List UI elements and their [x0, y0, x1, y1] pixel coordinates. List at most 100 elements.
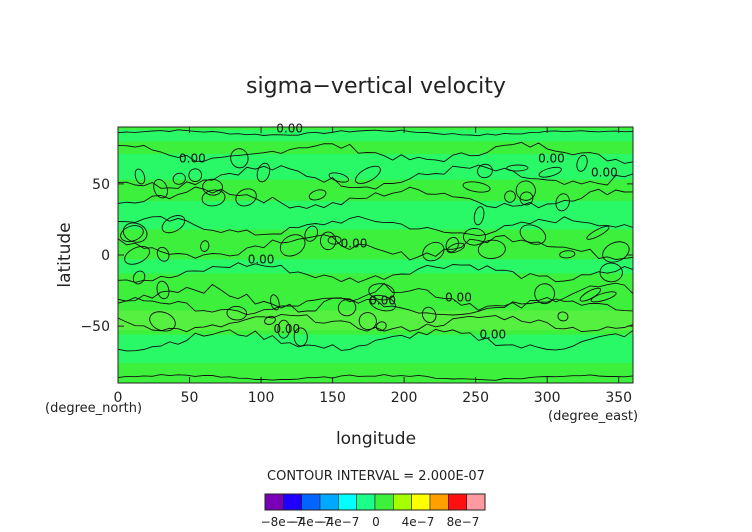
x-tick-label: 350: [605, 390, 632, 406]
contour-cell: [477, 239, 506, 260]
contour-cell: [293, 327, 308, 347]
contour-cell: [519, 191, 534, 206]
colorbar-tick-label: −4e−7: [289, 515, 332, 529]
contour-cell: [337, 299, 357, 317]
contour-line-11: [117, 374, 634, 381]
contour-cell: [355, 165, 381, 184]
contour-cell: [515, 180, 536, 201]
contour-cell: [132, 270, 146, 285]
field-band-0: [118, 154, 633, 180]
contour-cell: [557, 311, 569, 322]
colorbar-frame: [264, 493, 486, 511]
contour-cell: [188, 168, 203, 183]
contour-cell: [153, 179, 168, 199]
x-tick-label: 0: [114, 390, 123, 406]
colorbar-swatch: [374, 493, 394, 511]
contour-cell: [477, 163, 493, 179]
contour-line-8: [117, 297, 634, 316]
field-band-4: [118, 334, 633, 364]
colorbar-swatch: [411, 493, 431, 511]
contour-label: 0.00: [369, 294, 396, 308]
colorbar-tick-label: 0: [372, 515, 380, 529]
x-tick-label: 150: [319, 390, 346, 406]
contour-cell: [422, 241, 445, 262]
colorbar-swatch: [301, 493, 321, 511]
contour-cell: [256, 162, 271, 183]
contour-cell: [230, 148, 249, 169]
contour-cell: [328, 172, 350, 183]
contour-label: 0.00: [591, 166, 618, 180]
contour-line-6: [117, 262, 634, 283]
field-band-2: [118, 259, 633, 274]
plot-area: 0.00 0.00 0.00 0.00 0.00 0.00 0.00 0.00 0.00 0.00: [117, 121, 634, 383]
contour-cell: [462, 181, 491, 193]
contour-cell: [534, 283, 556, 305]
contour-cell: [279, 234, 306, 257]
contour-cell: [172, 172, 186, 185]
x-unit-label: (degree_east): [548, 409, 638, 424]
contour-cell: [304, 225, 319, 242]
colorbar-tick-label: −8e−7: [261, 515, 304, 529]
y-tick-label: 0: [101, 248, 110, 264]
contour-cell: [226, 305, 247, 321]
y-axis-label: latitude: [55, 222, 75, 287]
contour-cell: [201, 189, 226, 207]
colorbar-swatch: [356, 493, 376, 511]
contour-cell: [277, 319, 291, 339]
contour-cell: [586, 225, 610, 240]
field-band-3: [118, 310, 633, 331]
colorbar-tick-label: 8e−7: [447, 515, 480, 529]
contour-cell: [519, 224, 547, 245]
field-band-1: [118, 200, 633, 230]
contour-cell: [156, 246, 170, 262]
contour-cell: [421, 306, 437, 324]
contour-cell: [320, 231, 337, 251]
contour-line-10: [117, 328, 634, 352]
contour-cell: [538, 166, 562, 178]
contour-line-7: [117, 282, 634, 313]
contour-label: 0.00: [538, 151, 565, 165]
contour-line-4: [117, 215, 634, 237]
contour-cell: [120, 225, 144, 242]
x-tick-label: 50: [181, 390, 199, 406]
contour-cell: [446, 242, 466, 254]
contour-cell: [555, 193, 570, 212]
y-tick-label: 50: [92, 177, 110, 193]
x-tick-label: 250: [462, 390, 489, 406]
contour-label: 0.00: [248, 252, 275, 266]
contour-cell: [134, 168, 146, 185]
contour-line-2: [117, 164, 634, 190]
colorbar-swatch: [393, 493, 412, 511]
colorbar-swatch: [448, 493, 467, 511]
contour-cell: [375, 321, 387, 332]
colorbar-swatch: [283, 493, 302, 511]
contour-cell: [156, 280, 170, 300]
x-axis-label: longitude: [336, 429, 416, 449]
chart-title: sigma−vertical velocity: [246, 74, 506, 99]
y-tick-label: −50: [80, 319, 110, 335]
contour-line-3: [117, 186, 634, 209]
contour-cell: [473, 206, 485, 226]
contour-cell: [579, 287, 602, 302]
field-band-5: [118, 129, 633, 142]
contour-cell: [202, 178, 223, 196]
contour-cell: [161, 215, 186, 234]
contour-cell: [270, 294, 280, 311]
contour-cell: [576, 154, 588, 172]
axes: 0 50 100 150 200 250 300 350 50 0 −50: [80, 126, 634, 406]
colorbar-swatch: [466, 493, 486, 511]
colorbar-swatch: [319, 493, 339, 511]
contour-label: 0.00: [445, 291, 472, 305]
contour-cell: [599, 262, 623, 283]
contour-line-9: [117, 313, 634, 333]
contour-cell: [506, 164, 529, 172]
x-tick-label: 200: [391, 390, 418, 406]
contour-label: 0.00: [341, 237, 368, 251]
contour-cell: [264, 315, 276, 325]
colorbar-swatch: [429, 493, 449, 511]
colorbar-swatch: [338, 493, 357, 511]
contour-cell: [308, 189, 327, 201]
x-tick-label: 300: [534, 390, 561, 406]
contour-cell: [200, 240, 210, 252]
contour-cell: [559, 250, 576, 259]
